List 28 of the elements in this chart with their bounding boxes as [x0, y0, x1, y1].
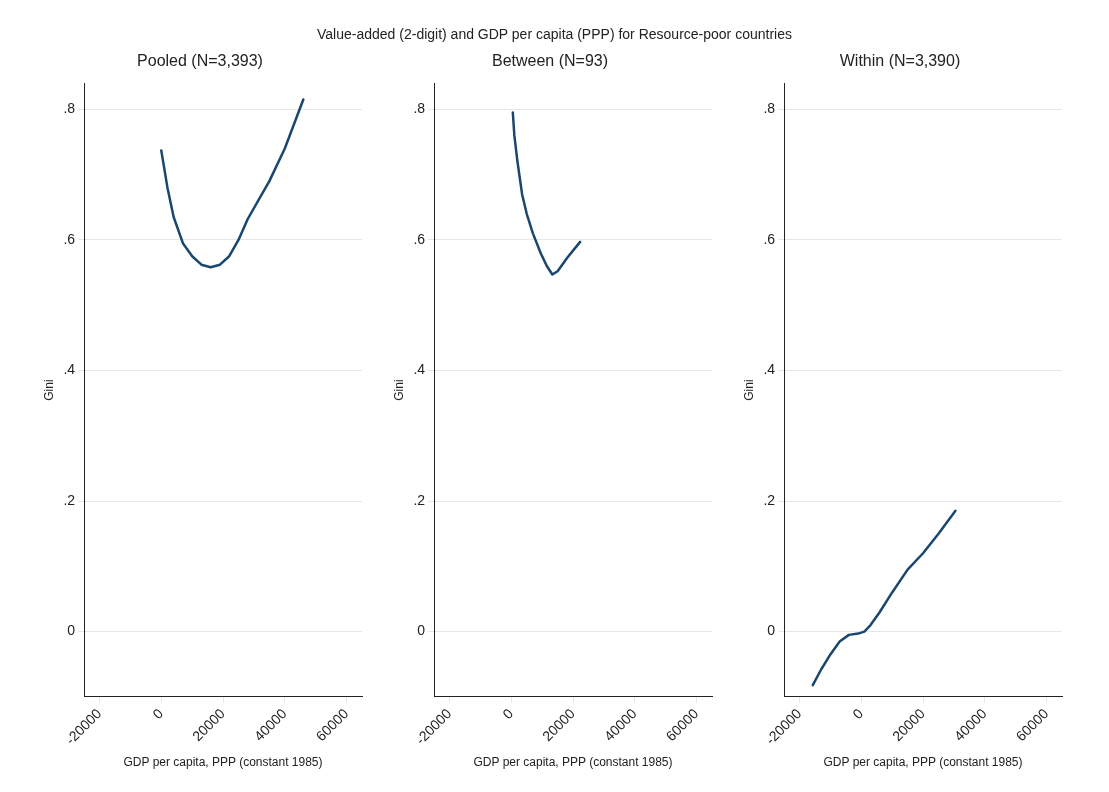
y-tick-label: .4 [62, 361, 75, 378]
y-tick-label: 0 [66, 622, 75, 639]
chart-subtitle: Pooled (N=3,393) [136, 52, 263, 70]
chart-subtitle: Within (N=3,390) [839, 52, 960, 70]
y-tick-label: .6 [762, 230, 775, 247]
y-tick-label: .6 [62, 230, 75, 247]
x-axis-title: GDP per capita, PPP (constant 1985) [123, 755, 323, 770]
y-tick-label: .2 [762, 491, 775, 508]
x-tick-label: 0 [848, 705, 866, 723]
y-tick-label: 0 [416, 622, 425, 639]
y-tick-label: .8 [62, 100, 75, 117]
text: Value-added (2-digit) and GDP per capita (PPP) for Resource-poor countries [316, 25, 793, 44]
y-axis-title: Gini [41, 379, 56, 401]
chart-subtitle: Between (N=93) [491, 52, 608, 70]
x-tick-label: 0 [498, 705, 516, 723]
y-tick-label: .8 [412, 100, 425, 117]
y-axis-title: Gini [741, 379, 756, 401]
y-tick-label: .4 [762, 361, 775, 378]
x-axis-title: GDP per capita, PPP (constant 1985) [823, 755, 1023, 770]
y-tick-label: .8 [762, 100, 775, 117]
y-axis-title: Gini [391, 379, 406, 401]
y-tick-label: .2 [62, 491, 75, 508]
x-tick-label: 0 [148, 705, 166, 723]
y-tick-label: .2 [412, 491, 425, 508]
y-tick-label: 0 [766, 622, 775, 639]
y-tick-label: .6 [412, 230, 425, 247]
x-axis-title: GDP per capita, PPP (constant 1985) [473, 755, 673, 770]
y-tick-label: .4 [412, 361, 425, 378]
